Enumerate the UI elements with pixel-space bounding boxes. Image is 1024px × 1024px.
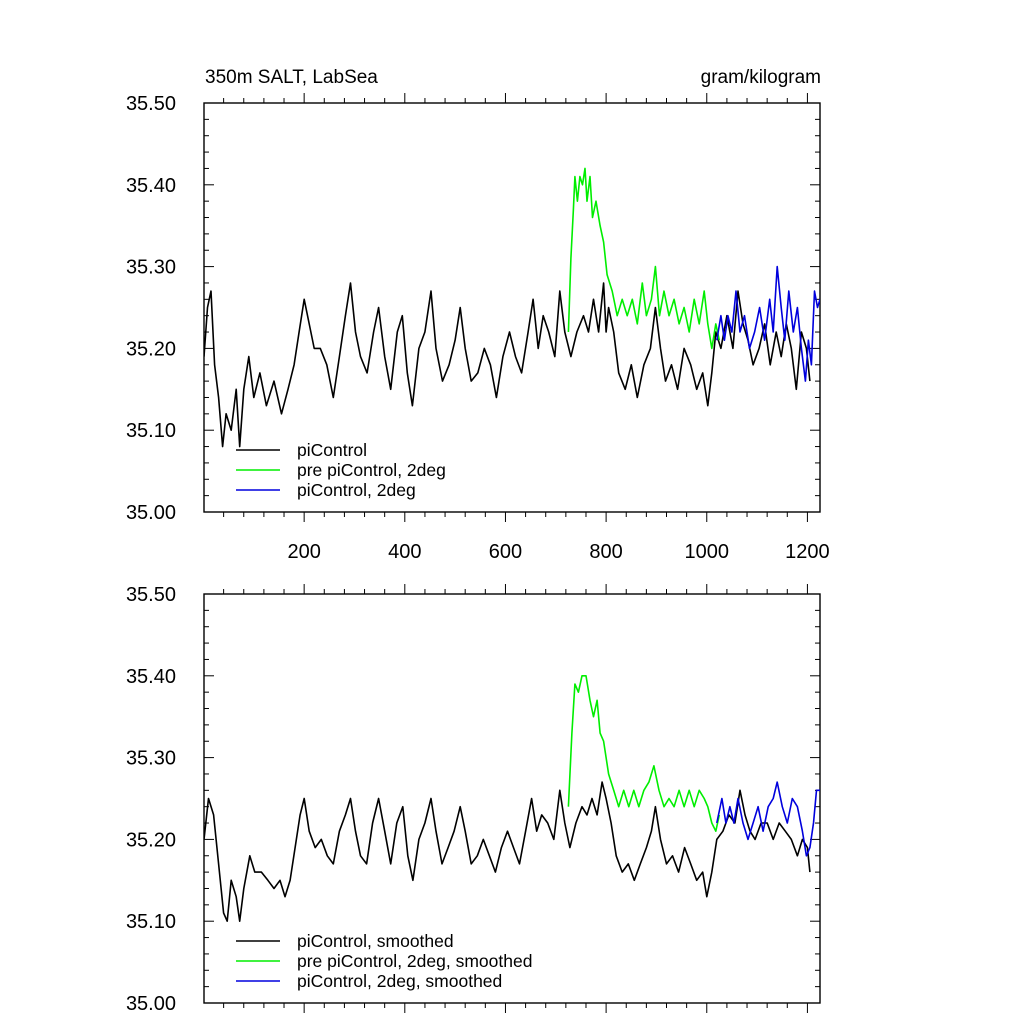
y-tick-label: 35.20: [126, 829, 176, 851]
legend-label: pre piControl, 2deg, smoothed: [297, 951, 532, 971]
series-line-picontrol-2deg-smoothed: [716, 781, 820, 857]
plot-frame: [203, 102, 821, 513]
x-tick-label: 400: [388, 541, 421, 563]
x-tick-label: 800: [589, 541, 622, 563]
series-line-picontrol: [204, 282, 811, 448]
y-tick-label: 35.40: [126, 666, 176, 688]
y-tick-label: 35.00: [126, 993, 176, 1015]
plot-frame: [203, 593, 821, 1004]
y-tick-label: 35.10: [126, 420, 176, 442]
x-tick-label: 1000: [685, 541, 730, 563]
y-tick-label: 35.50: [126, 93, 176, 115]
legend-label: piControl, 2deg: [297, 480, 416, 500]
series-line-pre-picontrol-2deg: [567, 167, 721, 350]
y-tick-label: 35.40: [126, 175, 176, 197]
series-line-picontrol-smoothed: [204, 781, 811, 922]
legend-label: piControl, 2deg, smoothed: [297, 971, 502, 991]
series-line-picontrol-2deg: [716, 265, 820, 382]
x-tick-label: 1200: [785, 541, 830, 563]
units-label: gram/kilogram: [701, 67, 821, 88]
y-tick-label: 35.00: [126, 502, 176, 524]
top-panel: 35.00 35.10 35.20 35.30 35.40 35.50 200 400 600 8…: [126, 67, 830, 563]
x-tick-label: 600: [489, 541, 522, 563]
y-tick-label: 35.30: [126, 257, 176, 279]
bottom-panel: 35.00 35.10 35.20 35.30 35.40 35.50 piControl,…: [126, 584, 821, 1015]
y-tick-label: 35.10: [126, 911, 176, 933]
x-tick-label: 200: [287, 541, 320, 563]
series-line-pre-picontrol-2deg-smoothed: [567, 675, 721, 832]
y-tick-label: 35.20: [126, 338, 176, 360]
legend-label: pre piControl, 2deg: [297, 460, 446, 480]
legend-label: piControl, smoothed: [297, 931, 454, 951]
y-tick-label: 35.30: [126, 748, 176, 770]
chart-title: 350m SALT, LabSea: [205, 67, 378, 88]
y-tick-label: 35.50: [126, 584, 176, 606]
legend-label: piControl: [297, 440, 367, 460]
